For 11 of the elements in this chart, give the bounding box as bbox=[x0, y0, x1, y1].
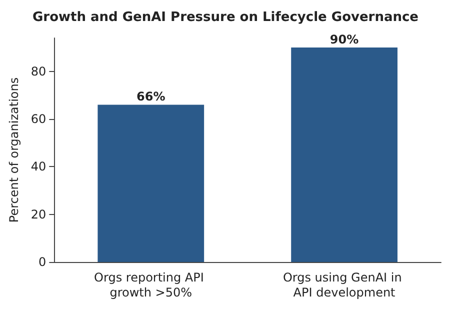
data-label: 90% bbox=[330, 32, 359, 47]
data-label: 66% bbox=[136, 90, 166, 104]
y-axis-title: Percent of organizations bbox=[7, 77, 21, 223]
y-tick-label: 60 bbox=[30, 112, 46, 126]
y-tick-label: 80 bbox=[30, 64, 46, 78]
y-tick-label: 0 bbox=[38, 255, 46, 269]
y-tick-label: 20 bbox=[30, 207, 46, 222]
x-tick-label: Orgs using GenAI in API development bbox=[282, 270, 406, 300]
chart-title: Growth and GenAI Pressure on Lifecycle Governance bbox=[32, 10, 419, 25]
x-tick-label: Orgs reporting API growth >50% bbox=[94, 270, 208, 300]
y-tick-label: 40 bbox=[30, 160, 46, 174]
